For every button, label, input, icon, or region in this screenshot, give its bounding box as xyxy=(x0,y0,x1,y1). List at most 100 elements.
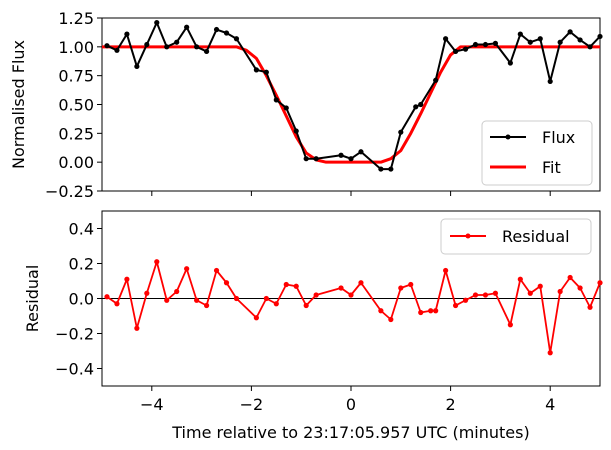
x-tick-label: 0 xyxy=(346,395,356,414)
residual-point xyxy=(443,267,449,274)
residual-point xyxy=(557,288,563,295)
flux-point xyxy=(587,44,593,50)
flux-point xyxy=(567,29,573,35)
residual-legend-marker xyxy=(465,233,471,239)
flux-line xyxy=(106,21,601,171)
x-axis-label: Time relative to 23:17:05.957 UTC (minut… xyxy=(171,423,529,442)
residual-point xyxy=(527,290,533,296)
flux-point xyxy=(233,36,240,42)
residual-point xyxy=(378,308,384,314)
flux-point xyxy=(124,31,130,37)
residual-y-tick-label: −0.2 xyxy=(55,325,94,344)
residual-point xyxy=(194,297,200,303)
x-tick-label: −4 xyxy=(140,395,164,414)
flux-point xyxy=(398,129,404,135)
residual-panel: Residual −0.4 −0.2 0.0 0.2 0.4 −4 −2 0 2 4 Resid… xyxy=(23,191,603,442)
flux-point xyxy=(547,78,553,85)
residual-point xyxy=(338,285,344,291)
residual-point xyxy=(313,292,319,298)
flux-y-tick-label: −0.25 xyxy=(45,182,94,201)
flux-point xyxy=(253,67,259,73)
flux-y-ticks: −0.25 0.00 0.25 0.50 0.75 1.00 1.25 xyxy=(45,9,102,201)
flux-point xyxy=(154,20,160,26)
residual-series xyxy=(104,259,603,356)
flux-point xyxy=(492,40,499,46)
flux-point xyxy=(348,156,354,162)
flux-point xyxy=(557,39,563,45)
flux-point xyxy=(134,63,140,70)
flux-panel: Normalised Flux −0.25 0.00 0.25 0.50 0.75 1.0… xyxy=(9,9,603,201)
flux-point xyxy=(452,48,459,55)
residual-point xyxy=(223,280,230,286)
residual-point xyxy=(174,288,180,295)
residual-legend: Residual xyxy=(440,218,592,255)
flux-point xyxy=(144,41,150,48)
residual-point xyxy=(517,276,523,282)
residual-point xyxy=(597,280,603,286)
flux-point xyxy=(388,166,394,172)
residual-point xyxy=(452,302,459,309)
residual-point xyxy=(462,297,469,303)
flux-legend: Flux Fit xyxy=(481,120,593,186)
flux-point xyxy=(413,104,419,110)
residual-point xyxy=(472,292,479,298)
residual-x-ticks: −4 −2 0 2 4 xyxy=(140,191,555,414)
flux-point xyxy=(104,43,110,49)
residual-y-tick-label: 0.0 xyxy=(69,290,94,309)
residual-point xyxy=(547,350,553,356)
flux-point xyxy=(194,44,200,50)
flux-point xyxy=(597,33,603,40)
residual-point xyxy=(408,281,414,288)
flux-point xyxy=(527,39,533,45)
flux-point xyxy=(213,26,220,33)
flux-legend-label: Flux xyxy=(542,128,575,147)
residual-point xyxy=(482,292,489,298)
flux-point xyxy=(433,77,439,83)
residual-point xyxy=(144,290,150,296)
residual-point xyxy=(358,280,364,286)
flux-legend-marker xyxy=(505,134,511,140)
flux-point xyxy=(223,30,230,36)
x-tick-label: 4 xyxy=(545,395,555,414)
residual-point xyxy=(492,290,499,296)
flux-y-tick-label: 1.25 xyxy=(58,9,94,28)
flux-point xyxy=(378,166,384,172)
residual-point xyxy=(398,285,404,291)
x-tick-label: −2 xyxy=(240,395,264,414)
residual-point xyxy=(577,285,583,291)
x-tick-label: 2 xyxy=(446,395,456,414)
residual-y-tick-label: 0.4 xyxy=(69,220,94,239)
flux-point xyxy=(418,101,424,108)
flux-point xyxy=(203,48,210,55)
flux-point xyxy=(184,24,190,30)
residual-point xyxy=(114,301,120,307)
residual-legend-box xyxy=(440,218,592,255)
residual-y-tick-label: −0.4 xyxy=(55,360,94,379)
residual-point xyxy=(587,304,593,310)
flux-point xyxy=(303,156,309,162)
flux-point xyxy=(507,60,513,66)
flux-point xyxy=(338,152,344,158)
flux-legend-box xyxy=(481,120,593,186)
residual-legend-label: Residual xyxy=(502,227,570,246)
residual-y-ticks: −0.4 −0.2 0.0 0.2 0.4 xyxy=(55,220,102,379)
flux-y-tick-label: 0.25 xyxy=(58,124,94,143)
flux-series xyxy=(104,20,603,172)
residual-y-axis-label: Residual xyxy=(23,265,42,333)
residual-point xyxy=(433,308,439,314)
flux-point xyxy=(577,37,583,43)
residual-point xyxy=(253,315,259,321)
flux-point xyxy=(537,36,543,42)
residual-point xyxy=(537,283,543,289)
flux-point xyxy=(482,41,489,48)
residual-point xyxy=(213,267,220,274)
residual-point xyxy=(203,302,210,309)
residual-point xyxy=(164,297,170,303)
residual-point xyxy=(124,276,130,282)
flux-point xyxy=(174,39,180,45)
residual-point xyxy=(263,295,269,302)
flux-y-axis-label: Normalised Flux xyxy=(9,40,28,169)
residual-y-tick-label: 0.2 xyxy=(69,255,94,274)
residual-point xyxy=(154,259,160,265)
